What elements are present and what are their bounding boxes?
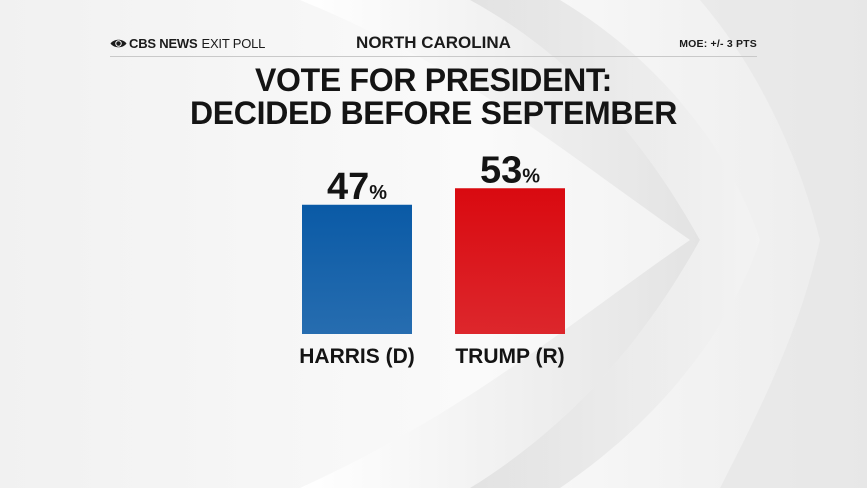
chart-title: VOTE FOR PRESIDENT: DECIDED BEFORE SEPTE… [0, 64, 867, 130]
brand-logo: CBS NEWS EXIT POLL [110, 36, 265, 51]
category-label-trump: TRUMP (R) [455, 345, 564, 368]
margin-of-error: MOE: +/- 3 PTS [679, 38, 757, 50]
cbs-eye-icon [110, 39, 127, 48]
state-label: NORTH CAROLINA [356, 33, 511, 52]
header-bar: CBS NEWS EXIT POLL NORTH CAROLINA MOE: +… [110, 31, 757, 57]
title-line-1: VOTE FOR PRESIDENT: [254, 62, 612, 98]
bar-trump [455, 188, 565, 334]
category-label-harris: HARRIS (D) [299, 345, 415, 368]
brand-name: CBS NEWS [129, 36, 198, 51]
value-label-harris: 47% [327, 166, 387, 208]
value-label-trump: 53% [480, 149, 540, 191]
title-line-2: DECIDED BEFORE SEPTEMBER [189, 95, 678, 131]
brand-subtitle: EXIT POLL [201, 36, 266, 51]
bar-harris [302, 204, 412, 334]
header-divider [110, 56, 757, 57]
